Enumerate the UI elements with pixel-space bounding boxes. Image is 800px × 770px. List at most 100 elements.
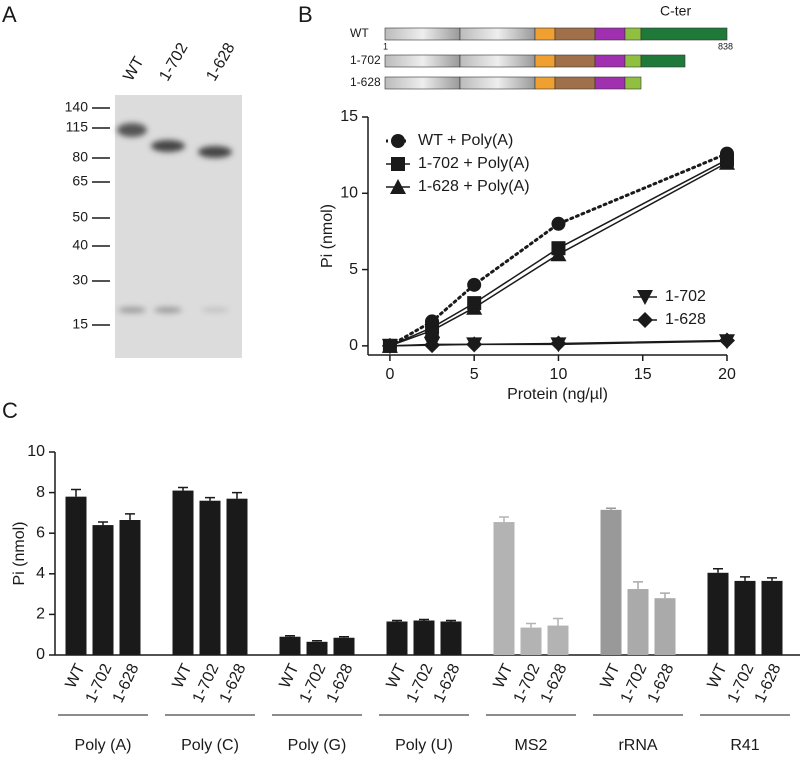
x-tick-label: 1-628	[431, 661, 464, 705]
marker-label: 80	[72, 149, 88, 165]
x-tick-label: 20	[718, 366, 736, 383]
bar	[119, 520, 141, 655]
domain	[640, 54, 686, 68]
x-tick-label: 0	[385, 366, 394, 383]
error-bar	[713, 567, 723, 573]
error-bar	[419, 618, 429, 621]
gel	[115, 95, 242, 358]
marker-label: 30	[72, 272, 88, 288]
error-bar	[71, 488, 81, 497]
bar	[226, 498, 248, 655]
domain	[534, 27, 556, 41]
bar	[734, 580, 756, 655]
legend-label: 1-702	[665, 288, 706, 305]
domain	[554, 76, 596, 90]
domain	[459, 76, 536, 90]
marker-label: 115	[66, 119, 89, 135]
domain	[594, 76, 626, 90]
error-bar	[312, 640, 322, 642]
x-tick-label: 1-628	[324, 661, 357, 705]
y-axis-label: Pi (nmol)	[319, 204, 336, 268]
error-bar	[178, 486, 188, 491]
error-bar	[499, 516, 509, 523]
y-axis-label: Pi (nmol)	[11, 521, 28, 585]
bar	[440, 621, 462, 655]
bar	[333, 637, 355, 655]
x-axis-label: Protein (ng/µl)	[507, 386, 608, 403]
legend-marker	[391, 134, 405, 148]
marker-label: 40	[72, 237, 88, 253]
marker	[719, 332, 735, 349]
x-tick-label: 1-628	[217, 661, 250, 705]
error-bar	[205, 496, 215, 501]
x-tick-label: 15	[634, 366, 652, 383]
x-tick-label: 10	[550, 366, 568, 383]
bar	[493, 522, 515, 655]
error-bar	[767, 577, 777, 581]
x-tick-label: WT	[170, 661, 196, 691]
error-bar	[660, 592, 670, 599]
domain	[534, 54, 556, 68]
x-tick-label: WT	[705, 661, 731, 691]
gel-bands	[117, 123, 232, 313]
y-tick-label: 0	[349, 337, 358, 354]
legend-marker	[637, 290, 653, 305]
error-bar	[285, 634, 295, 637]
marker-label: 15	[72, 316, 88, 332]
construct-label: 1-702	[350, 53, 381, 67]
x-tick-label: 5	[470, 366, 479, 383]
bar	[707, 572, 729, 655]
panel-label: C	[2, 398, 18, 423]
domain	[624, 54, 642, 68]
legend-marker	[637, 312, 653, 328]
bar	[199, 500, 221, 655]
marker	[466, 336, 483, 353]
y-tick-label: 6	[36, 524, 45, 541]
error-bar	[526, 622, 536, 628]
legend-marker	[391, 157, 405, 171]
error-bar	[633, 581, 643, 590]
marker	[719, 154, 735, 170]
end-label: 838	[718, 41, 733, 51]
x-tick-label: WT	[384, 661, 410, 691]
bar	[92, 525, 114, 655]
construct-label: WT	[350, 26, 369, 40]
domain	[384, 27, 461, 41]
x-tick-label: WT	[491, 661, 517, 691]
construct-label: 1-628	[350, 75, 381, 89]
x-tick-label: WT	[277, 661, 303, 691]
error-bar	[232, 491, 242, 499]
bar	[386, 621, 408, 655]
y-tick-label: 8	[36, 484, 45, 501]
marker	[424, 322, 441, 338]
group-label: rRNA	[618, 737, 657, 754]
y-tick-label: 2	[36, 606, 45, 623]
error-bar	[606, 507, 616, 510]
bar	[172, 490, 194, 655]
x-tick-label: 1-628	[752, 661, 785, 705]
group-label: R41	[730, 737, 759, 754]
marker	[467, 277, 482, 292]
domain	[384, 54, 461, 68]
error-bar	[125, 513, 135, 521]
error-bar	[392, 619, 402, 622]
y-tick-label: 4	[36, 565, 45, 582]
domain	[624, 27, 642, 41]
bar	[654, 598, 676, 655]
bar	[761, 580, 783, 655]
bar	[306, 641, 328, 655]
marker-label: 50	[72, 209, 88, 225]
bar	[413, 620, 435, 655]
legend-label: 1-628 + Poly(A)	[418, 178, 530, 195]
lane-label: WT	[120, 54, 147, 84]
x-tick-label: 1-628	[110, 661, 143, 705]
legend-label: 1-702 + Poly(A)	[418, 155, 530, 172]
domain	[459, 54, 536, 68]
legend-marker	[390, 179, 406, 194]
bar	[627, 589, 649, 655]
domain	[594, 54, 626, 68]
bar	[65, 496, 87, 655]
group-label: MS2	[515, 737, 548, 754]
panel-label: B	[298, 2, 313, 27]
